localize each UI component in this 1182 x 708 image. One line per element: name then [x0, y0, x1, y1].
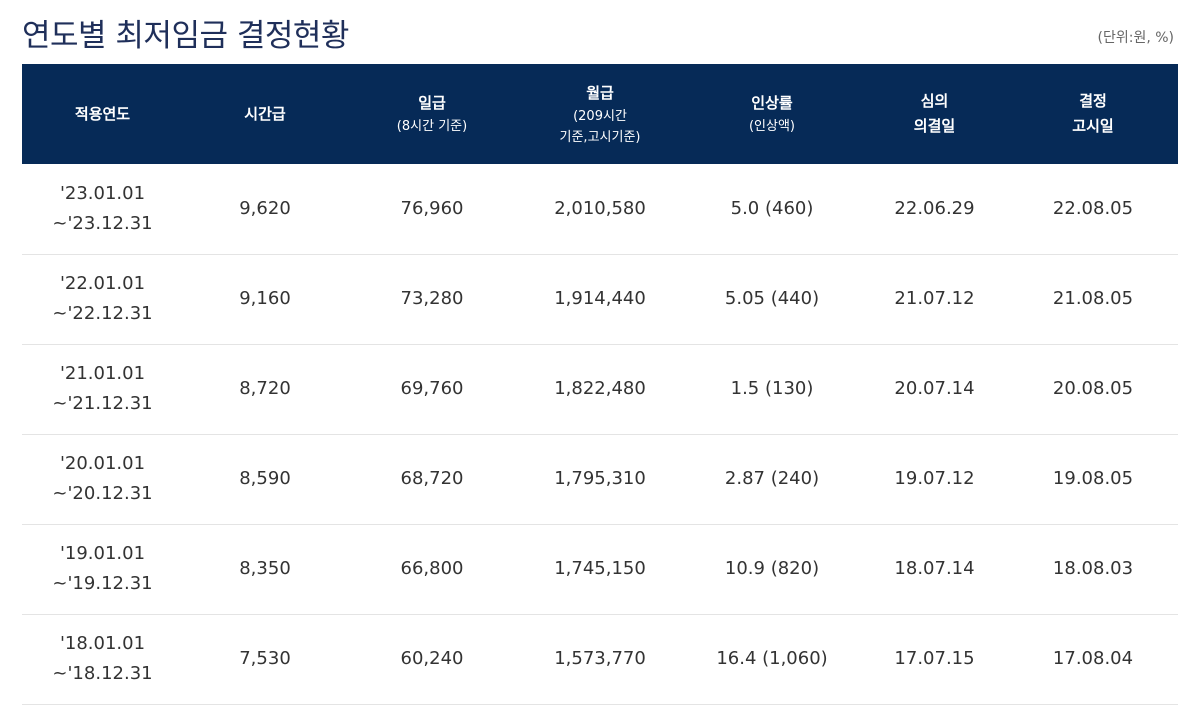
- period-end: ~'19.12.31: [52, 573, 153, 594]
- period-end: ~'18.12.31: [52, 663, 153, 684]
- cell-period: '22.01.01 ~'22.12.31: [22, 254, 183, 344]
- header-hourly-label: 시간급: [244, 104, 286, 123]
- header-period-label: 적용연도: [74, 104, 131, 123]
- header-deliberation-label2: 의결일: [913, 117, 956, 135]
- unit-note: (단위:원, %): [1097, 30, 1174, 46]
- table-row: '20.01.01 ~'20.12.31 8,590 68,720 1,795,…: [22, 434, 1178, 524]
- header-monthly-sub: (209시간: [573, 108, 627, 124]
- header-monthly: 월급 (209시간 기준,고시기준): [517, 64, 683, 164]
- period-start: '21.01.01: [59, 363, 146, 384]
- cell-deliberation: 19.07.12: [894, 468, 975, 489]
- cell-monthly: 1,795,310: [554, 468, 646, 489]
- table-row: '18.01.01 ~'18.12.31 7,530 60,240 1,573,…: [22, 614, 1178, 704]
- table-row: '19.01.01 ~'19.12.31 8,350 66,800 1,745,…: [22, 524, 1178, 614]
- minimum-wage-table: 적용연도 시간급 일급 (8시간 기준) 월급 (209시간 기준,고시기준) …: [22, 64, 1178, 705]
- cell-hourly: 8,720: [239, 378, 291, 399]
- cell-period: '18.01.01 ~'18.12.31: [22, 614, 183, 704]
- header-daily-sub: (8시간 기준): [396, 119, 468, 134]
- cell-hourly: 9,620: [239, 197, 291, 219]
- cell-deliberation: 22.06.29: [894, 197, 975, 219]
- header-notice: 결정 고시일: [1008, 64, 1178, 164]
- header-daily: 일급 (8시간 기준): [347, 64, 517, 164]
- table-body: '23.01.01 ~'23.12.31 9,620 76,960 2,010,…: [22, 164, 1178, 704]
- header-increase: 인상률 (인상액): [683, 64, 861, 164]
- cell-monthly: 1,822,480: [554, 378, 646, 399]
- period-start: '18.01.01: [59, 633, 146, 654]
- cell-increase: 5.05 (440): [724, 288, 820, 309]
- header-deliberation: 심의 의결일: [861, 64, 1008, 164]
- cell-increase: 5.0 (460): [730, 197, 814, 219]
- cell-daily: 76,960: [400, 197, 464, 219]
- cell-hourly: 7,530: [239, 648, 291, 669]
- period-end: ~'23.12.31: [52, 212, 153, 234]
- table-row: '22.01.01 ~'22.12.31 9,160 73,280 1,914,…: [22, 254, 1178, 344]
- header-monthly-sub2: 기준,고시기준): [559, 129, 641, 145]
- cell-daily: 60,240: [400, 648, 464, 669]
- cell-deliberation: 18.07.14: [894, 558, 975, 579]
- header-increase-label: 인상률: [751, 94, 793, 112]
- header-notice-label2: 고시일: [1072, 117, 1114, 135]
- cell-period: '21.01.01 ~'21.12.31: [22, 344, 183, 434]
- cell-notice: 17.08.04: [1052, 648, 1134, 669]
- cell-deliberation: 20.07.14: [894, 378, 975, 399]
- cell-deliberation: 17.07.15: [894, 648, 975, 669]
- cell-notice: 20.08.05: [1052, 378, 1134, 399]
- period-end: ~'20.12.31: [52, 483, 153, 504]
- cell-deliberation: 21.07.12: [894, 288, 975, 309]
- cell-hourly: 9,160: [239, 288, 291, 309]
- cell-notice: 18.08.03: [1052, 558, 1134, 579]
- period-start: '23.01.01: [59, 182, 146, 204]
- header-period: 적용연도: [22, 64, 183, 164]
- period-start: '20.01.01: [59, 453, 146, 474]
- cell-hourly: 8,350: [239, 558, 291, 579]
- cell-hourly: 8,590: [239, 468, 291, 489]
- cell-monthly: 1,914,440: [554, 288, 646, 309]
- table-header: 적용연도 시간급 일급 (8시간 기준) 월급 (209시간 기준,고시기준) …: [22, 64, 1178, 164]
- cell-notice: 19.08.05: [1052, 468, 1134, 489]
- header-increase-sub: (인상액): [748, 119, 796, 134]
- cell-increase: 10.9 (820): [724, 558, 820, 579]
- cell-monthly: 1,745,150: [554, 558, 646, 579]
- header-hourly: 시간급: [183, 64, 347, 164]
- header-monthly-label: 월급: [586, 83, 614, 102]
- header-notice-label: 결정: [1079, 92, 1107, 110]
- cell-daily: 68,720: [400, 468, 464, 489]
- period-end: ~'21.12.31: [52, 393, 153, 414]
- header-daily-label: 일급: [418, 94, 446, 112]
- header-row: 적용연도 시간급 일급 (8시간 기준) 월급 (209시간 기준,고시기준) …: [22, 64, 1178, 164]
- cell-daily: 69,760: [400, 378, 464, 399]
- cell-monthly: 1,573,770: [554, 648, 646, 669]
- cell-increase: 1.5 (130): [730, 378, 814, 399]
- cell-daily: 66,800: [400, 558, 464, 579]
- period-start: '22.01.01: [59, 273, 146, 294]
- header-deliberation-label: 심의: [920, 92, 949, 110]
- cell-monthly: 2,010,580: [554, 197, 646, 219]
- cell-period: '20.01.01 ~'20.12.31: [22, 434, 183, 524]
- cell-notice: 22.08.05: [1052, 197, 1134, 219]
- table-row: '21.01.01 ~'21.12.31 8,720 69,760 1,822,…: [22, 344, 1178, 434]
- cell-increase: 16.4 (1,060): [716, 648, 828, 669]
- page-title: 연도별 최저임금 결정현황: [22, 18, 349, 54]
- table-row: '23.01.01 ~'23.12.31 9,620 76,960 2,010,…: [22, 164, 1178, 254]
- period-start: '19.01.01: [59, 543, 146, 564]
- cell-period: '23.01.01 ~'23.12.31: [22, 164, 183, 254]
- cell-notice: 21.08.05: [1052, 288, 1134, 309]
- cell-daily: 73,280: [400, 288, 464, 309]
- period-end: ~'22.12.31: [52, 303, 153, 324]
- cell-increase: 2.87 (240): [724, 468, 820, 489]
- cell-period: '19.01.01 ~'19.12.31: [22, 524, 183, 614]
